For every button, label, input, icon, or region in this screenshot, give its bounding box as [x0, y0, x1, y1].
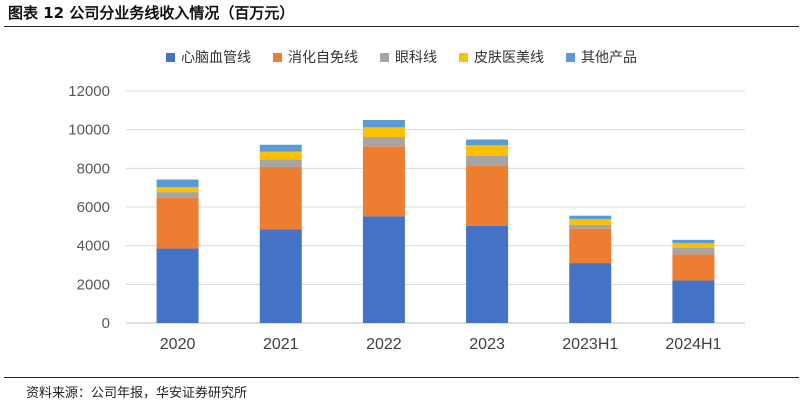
bar-segment-2023	[466, 155, 509, 167]
bar-segment-2023H1	[569, 228, 612, 264]
bar-segment-2020	[156, 197, 199, 249]
legend-swatch	[166, 52, 175, 62]
y-tick-label: 12000	[68, 83, 110, 100]
stacked-bar-chart: 0 2000 4000 6000 8000 10000 12000 2020 2021 2022 2…	[68, 83, 745, 353]
y-tick-label: 0	[102, 315, 110, 332]
bar-segment-2022	[362, 216, 405, 323]
bottom-rule	[4, 377, 799, 378]
y-tick-label: 10000	[68, 122, 110, 139]
bar-segment-2024H1	[672, 247, 715, 255]
legend-item: 消化自免线	[273, 47, 358, 67]
bar-segment-2022	[362, 120, 405, 128]
legend-item: 眼科线	[380, 47, 437, 67]
x-tick-label: 2023H1	[562, 336, 618, 353]
bar-segment-2020	[156, 179, 199, 188]
bar-segment-2022	[362, 127, 405, 138]
legend-label: 心脑血管线	[181, 50, 251, 66]
bar-segment-2022	[362, 137, 405, 147]
bar-segment-2021	[259, 229, 302, 323]
legend-label: 眼科线	[395, 50, 437, 66]
legend-swatch	[459, 52, 468, 62]
bar-segment-2020	[156, 248, 199, 323]
bar-segment-2023H1	[569, 224, 612, 229]
bar-segment-2022	[362, 146, 405, 217]
bar-segment-2020	[156, 187, 199, 193]
y-tick-label: 6000	[77, 199, 110, 216]
bar-segment-2024H1	[672, 243, 715, 248]
y-tick-label: 4000	[77, 238, 110, 255]
bar-segment-2023	[466, 145, 509, 156]
legend-item: 皮肤医美线	[459, 47, 544, 67]
x-tick-label: 2021	[263, 336, 299, 353]
x-tick-label: 2024H1	[665, 336, 721, 353]
legend-swatch	[566, 52, 575, 62]
chart-legend: 心脑血管线 消化自免线 眼科线 皮肤医美线 其他产品	[0, 47, 803, 67]
bar-segment-2023H1	[569, 263, 612, 323]
bar-segment-2023H1	[569, 215, 612, 219]
bar-segment-2023	[466, 166, 509, 226]
y-tick-label: 2000	[77, 276, 110, 293]
bar-segment-2024H1	[672, 254, 715, 281]
bar-segment-2021	[259, 151, 302, 160]
top-rule	[4, 26, 799, 27]
legend-label: 皮肤医美线	[474, 50, 544, 66]
bar-segment-2024H1	[672, 239, 715, 244]
bar-segment-2021	[259, 144, 302, 152]
source-note: 资料来源：公司年报，华安证券研究所	[26, 386, 248, 401]
legend-label: 其他产品	[581, 50, 637, 66]
bar-segment-2023	[466, 225, 509, 323]
y-tick-label: 8000	[77, 160, 110, 177]
bar-segment-2020	[156, 192, 199, 198]
legend-swatch	[380, 52, 389, 62]
legend-label: 消化自免线	[288, 50, 358, 66]
bar-segment-2023	[466, 139, 509, 146]
bar-segment-2023H1	[569, 218, 612, 225]
figure-title: 图表 12 公司分业务线收入情况（百万元）	[8, 4, 295, 22]
legend-item: 心脑血管线	[166, 47, 251, 67]
legend-item: 其他产品	[566, 47, 637, 67]
x-tick-label: 2023	[469, 336, 505, 353]
legend-swatch	[273, 52, 282, 62]
bar-segment-2024H1	[672, 280, 715, 323]
x-tick-label: 2022	[366, 336, 402, 353]
x-tick-label: 2020	[160, 336, 196, 353]
bar-segment-2021	[259, 159, 302, 167]
bar-segment-2021	[259, 166, 302, 230]
